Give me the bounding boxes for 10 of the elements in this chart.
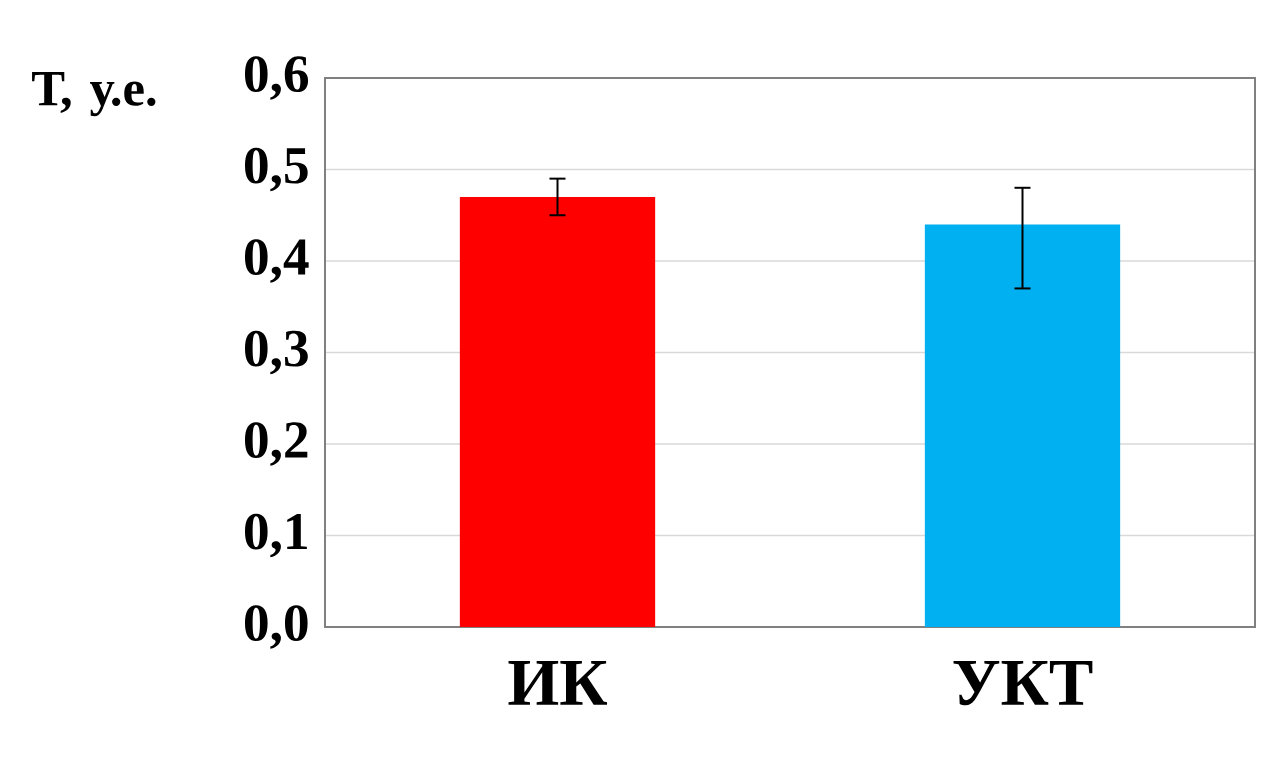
y-tick-label: 0,3 (244, 330, 308, 375)
y-tick-label: 0,2 (244, 422, 308, 466)
x-tick-label: ИК (508, 661, 608, 705)
y-tick-label: 0,5 (244, 147, 308, 192)
y-tick-label: 0,0 (244, 605, 308, 649)
y-axis-title: Т, у.е. (32, 72, 156, 117)
y-tick-label: 0,6 (244, 56, 309, 100)
x-tick-label: УКТ (953, 661, 1093, 706)
y-tick-label: 0,4 (244, 239, 309, 283)
y-tick-label: 0,1 (244, 513, 307, 558)
